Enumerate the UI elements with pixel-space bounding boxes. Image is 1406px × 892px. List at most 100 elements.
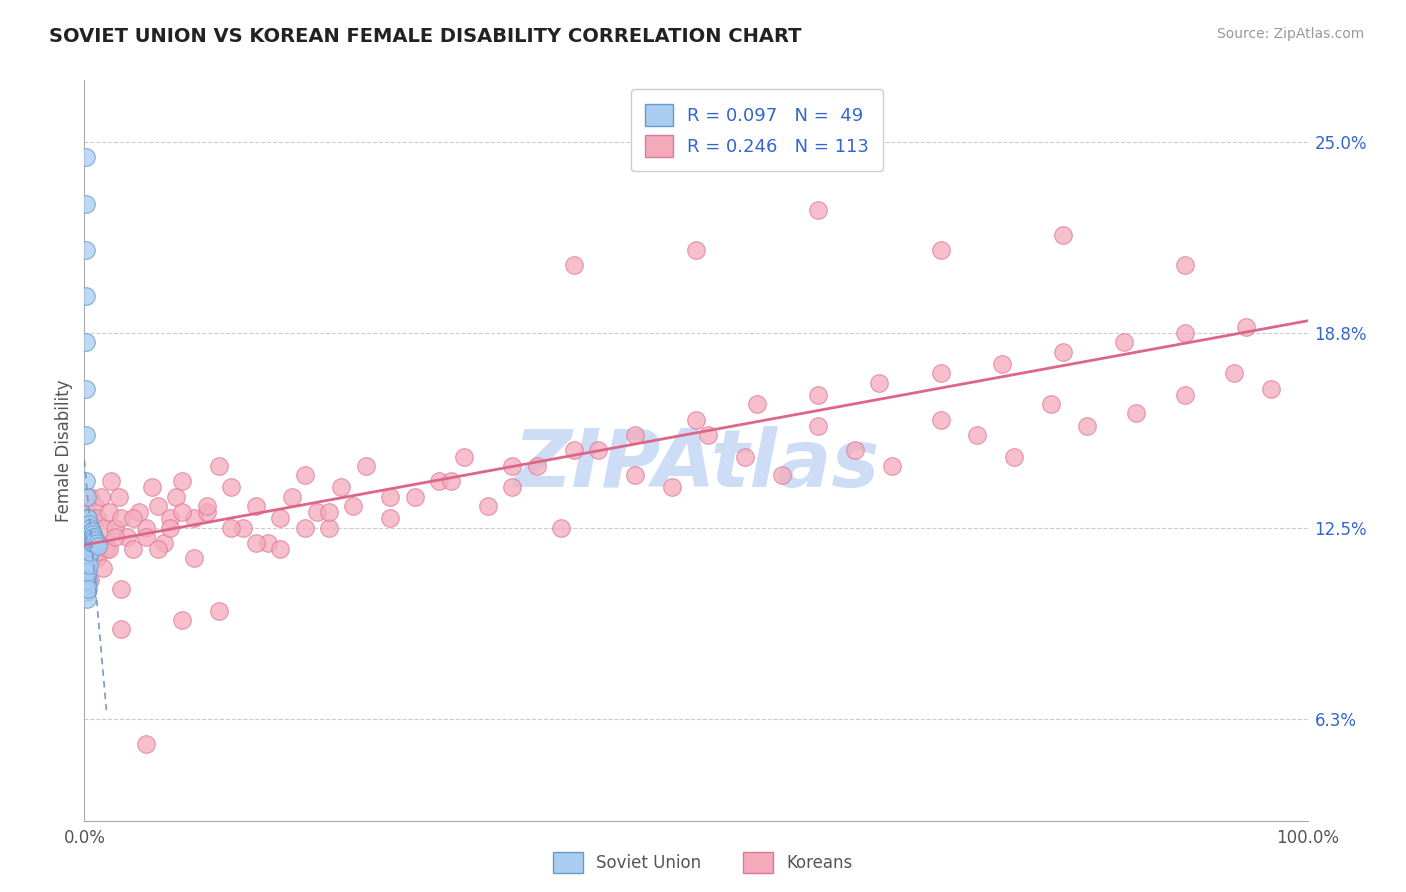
Point [141, 480, 163, 494]
Point [76, 585, 98, 599]
Point [880, 458, 903, 473]
Point [76, 490, 98, 504]
Point [122, 511, 145, 525]
Point [77, 582, 100, 597]
Point [1174, 259, 1197, 273]
Point [76, 554, 98, 569]
Point [747, 397, 769, 411]
Point [502, 458, 524, 473]
Point [685, 243, 707, 257]
Y-axis label: Female Disability: Female Disability [55, 379, 73, 522]
Text: Source: ZipAtlas.com: Source: ZipAtlas.com [1216, 27, 1364, 41]
Point [87, 536, 110, 550]
Point [281, 490, 304, 504]
Point [80, 536, 103, 550]
Point [159, 520, 181, 534]
Point [83, 536, 105, 550]
Point [79, 520, 101, 534]
Point [75, 428, 97, 442]
Point [84, 533, 107, 547]
Point [82, 526, 104, 541]
Point [807, 418, 830, 433]
Point [172, 475, 194, 489]
Point [661, 480, 683, 494]
Point [77, 524, 100, 538]
Point [122, 542, 145, 557]
Legend: R = 0.097   N =  49, R = 0.246   N = 113: R = 0.097 N = 49, R = 0.246 N = 113 [631, 89, 883, 171]
Point [75, 566, 97, 581]
Point [380, 511, 402, 525]
Point [269, 542, 291, 557]
Point [770, 468, 793, 483]
Point [76, 530, 98, 544]
Point [77, 549, 100, 563]
Point [294, 468, 316, 483]
Point [172, 505, 194, 519]
Point [75, 196, 97, 211]
Point [75, 335, 97, 350]
Point [87, 539, 110, 553]
Point [79, 526, 101, 541]
Point [84, 499, 107, 513]
Point [685, 412, 707, 426]
Point [83, 530, 105, 544]
Point [77, 526, 100, 541]
Point [107, 490, 129, 504]
Point [195, 505, 218, 519]
Point [91, 560, 114, 574]
Point [80, 524, 103, 538]
Point [502, 480, 524, 494]
Point [966, 428, 988, 442]
Point [77, 511, 100, 525]
Point [77, 536, 100, 550]
Point [869, 376, 891, 390]
Point [104, 520, 127, 534]
Point [477, 499, 499, 513]
Point [269, 511, 291, 525]
Point [97, 505, 120, 519]
Point [135, 520, 157, 534]
Point [929, 412, 952, 426]
Point [697, 428, 720, 442]
Point [146, 499, 169, 513]
Point [404, 490, 426, 504]
Point [75, 382, 97, 396]
Point [562, 259, 585, 273]
Point [294, 520, 316, 534]
Legend: Soviet Union, Koreans: Soviet Union, Koreans [547, 846, 859, 880]
Point [153, 536, 176, 550]
Point [1076, 418, 1098, 433]
Point [183, 551, 205, 566]
Point [86, 551, 108, 566]
Point [1174, 388, 1197, 402]
Point [115, 530, 138, 544]
Point [86, 511, 108, 525]
Point [159, 511, 181, 525]
Point [219, 520, 242, 534]
Point [75, 289, 97, 303]
Point [76, 511, 98, 525]
Point [245, 536, 267, 550]
Point [1039, 397, 1062, 411]
Point [342, 499, 364, 513]
Point [80, 511, 103, 525]
Point [172, 613, 194, 627]
Point [75, 243, 97, 257]
Point [734, 450, 756, 464]
Point [77, 558, 100, 572]
Point [991, 357, 1014, 371]
Point [93, 520, 115, 534]
Point [79, 545, 101, 559]
Point [1052, 344, 1074, 359]
Point [624, 428, 647, 442]
Point [75, 520, 97, 534]
Point [96, 542, 118, 557]
Point [76, 591, 98, 606]
Point [453, 450, 475, 464]
Point [354, 458, 377, 473]
Point [77, 517, 100, 532]
Point [79, 490, 101, 504]
Point [82, 533, 104, 547]
Point [1052, 227, 1074, 242]
Point [562, 443, 585, 458]
